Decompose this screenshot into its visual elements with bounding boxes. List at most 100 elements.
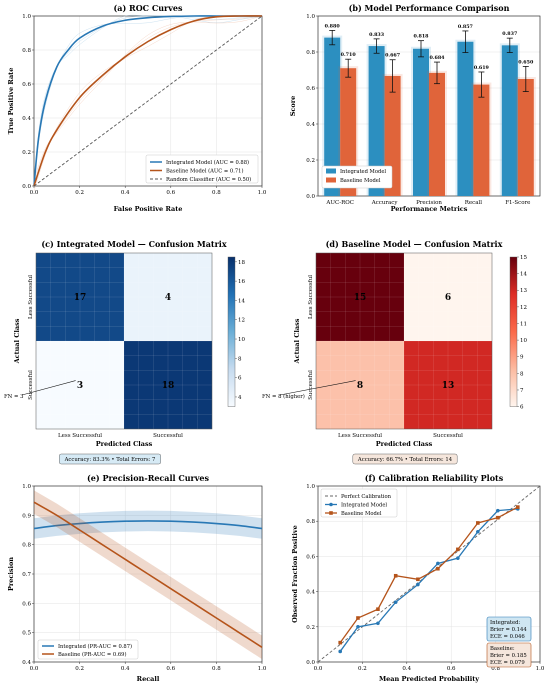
bars-ytick-label: 0.4 [306, 122, 315, 128]
pr-xtick-label: 0.0 [30, 666, 39, 672]
cm-int-colorbar-label: 14 [238, 298, 245, 304]
pr-ytick-label: 0.7 [22, 572, 31, 578]
bars-bar-1 [429, 72, 445, 196]
cm-int-cell-value: 17 [74, 293, 87, 303]
bars-xtick-label: Accuracy [371, 200, 399, 206]
cm-base-cell [316, 341, 404, 429]
cm-base-cell-value: 15 [354, 293, 367, 303]
cal-note-text: Integrated: [490, 620, 521, 626]
bars-data-label: 0.667 [385, 53, 400, 59]
cal-ytick-label: 0.6 [306, 554, 315, 560]
bars-data-label: 0.650 [518, 59, 534, 65]
cm-base-colorbar-label: 14 [520, 272, 527, 278]
bars-legend-swatch [326, 177, 336, 183]
cm-base-xtick-label: Successful [433, 433, 463, 439]
cm-int-frame [35, 252, 213, 430]
bars-title: (b) Model Performance Comparison [349, 3, 510, 13]
cm-base-cell [404, 341, 492, 429]
cm-base-frame [315, 252, 493, 430]
cm-int-ytick-label: Less Successful [28, 275, 34, 319]
roc-trace-integrated [33, 14, 263, 187]
cal-xtick-label: 0.4 [402, 666, 411, 672]
bars-ytick-label: 0.8 [306, 50, 315, 56]
cm-base-summary-box [352, 453, 458, 465]
cm-base-colorbar-label: 12 [520, 305, 527, 311]
cal-ytick-label: 1.0 [306, 484, 315, 490]
cal-xlabel: Mean Predicted Probability [379, 675, 479, 683]
cal-point-integrated [476, 529, 480, 534]
cal-point-baseline [476, 521, 480, 525]
cm-base-cell-value: 13 [442, 381, 455, 391]
bars-data-label: 0.837 [502, 31, 517, 37]
bars-ytick-label: 0.6 [306, 86, 315, 92]
pr-legend-box [37, 639, 139, 660]
cm-base-xlabel: Predicted Class [376, 440, 433, 448]
cal-title: (f) Calibration Reliability Plots [365, 473, 504, 483]
pr-series-line-1 [33, 501, 263, 649]
bars-ytick-label: 1.0 [306, 14, 315, 20]
bars-legend-box [321, 165, 393, 189]
cm-base-colorbar [509, 256, 518, 407]
cm-int-ylabel: Actual Class [13, 318, 21, 364]
bars-ytick-label: 0.0 [306, 194, 315, 200]
cal-note-text: Brier = 0.185 [490, 653, 527, 659]
cm-int-annotation-arrow [21, 380, 76, 396]
cm-base-ytick-label: Successful [308, 370, 314, 400]
roc-series-line-2 [33, 15, 263, 187]
bars-legend-swatch [326, 168, 336, 174]
roc-xtick-label: 0.2 [75, 190, 84, 196]
cm-int-ytick-label: Successful [28, 370, 34, 400]
cm-int-colorbar-label: 16 [238, 279, 245, 285]
cal-point-integrated [376, 621, 380, 626]
pr-ytick-label: 0.9 [22, 513, 31, 519]
bars-xtick-label: Precision [416, 200, 442, 206]
cm-int-summary: Accuracy: 83.3% • Total Errors: 7 [64, 457, 156, 463]
cm-int-colorbar-label: 4 [238, 395, 242, 401]
cm-base-colorbar-label: 9 [520, 355, 524, 361]
roc-xlabel: False Positive Rate [114, 205, 183, 213]
cm-base-cell [404, 253, 492, 341]
bars-xtick-label: AUC-ROC [325, 200, 354, 206]
bars-bar-0 [501, 45, 518, 197]
cal-point-integrated [393, 600, 398, 604]
cm-base-colorbar-label: 7 [520, 388, 524, 394]
pr-ytick-label: 1.0 [22, 484, 31, 490]
cal-point-integrated [356, 625, 360, 629]
roc-ytick-label: 0.6 [22, 82, 31, 88]
pr-legend-label: Integrated (PR-AUC = 0.87) [58, 643, 132, 650]
pr-xtick-label: 0.4 [121, 666, 130, 672]
bars-bar-0 [457, 41, 474, 196]
cal-ytick-label: 0.8 [306, 519, 315, 525]
bars-bar-0 [413, 48, 429, 197]
cm-int-summary-box [59, 453, 161, 465]
roc-legend-label: Integrated Model (AUC = 0.88) [166, 159, 249, 166]
pr-xtick-label: 0.8 [212, 666, 221, 672]
cm-base-colorbar-label: 15 [520, 255, 527, 261]
cal-point-baseline [516, 505, 520, 509]
pr-ylabel: Precision [7, 557, 15, 591]
cm-base-colorbar-label: 8 [520, 371, 524, 377]
bars-bar-1 [473, 84, 490, 196]
cm-base-annotation-arrow [279, 380, 356, 396]
cm-int-colorbar-label: 18 [238, 260, 245, 266]
bars-bar-1 [517, 79, 534, 196]
roc-xtick-label: 0.4 [121, 190, 130, 196]
cm-base-xtick-label: Less Successful [338, 433, 382, 439]
cal-ylabel: Observed Fraction Positive [291, 525, 299, 623]
cal-point-integrated [436, 561, 440, 566]
cal-note-box [486, 616, 532, 642]
cal-xtick-label: 0.2 [358, 666, 367, 672]
bars-xlabel: Performance Metrics [391, 205, 468, 213]
cm-base-cell-value: 6 [445, 293, 451, 303]
cal-xtick-label: 1.0 [536, 666, 545, 672]
cal-note-text: ECE = 0.046 [490, 634, 525, 640]
bars-data-label: 0.833 [369, 32, 385, 38]
roc-legend-label: Baseline Model (AUC = 0.71) [166, 168, 243, 175]
cm-int-annotation: FN = 3 [4, 394, 24, 400]
cm-base-colorbar-label: 10 [520, 338, 527, 344]
cm-int-cell-value: 18 [162, 381, 175, 391]
pr-xtick-label: 0.2 [75, 666, 84, 672]
roc-xtick-label: 0.0 [30, 190, 39, 196]
cm-base-ytick-label: Less Successful [308, 275, 314, 319]
